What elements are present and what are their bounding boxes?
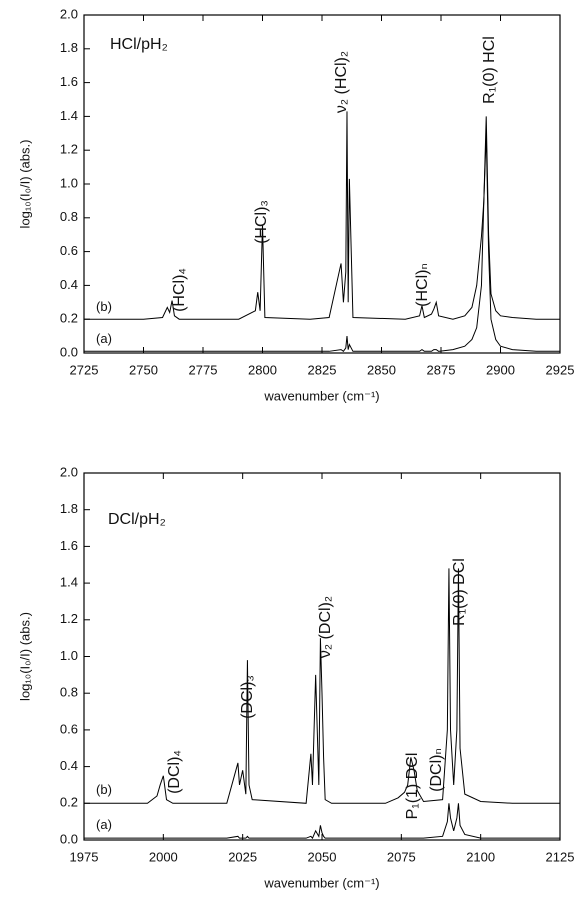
y-tick-label: 0.6 [60,243,78,258]
y-tick-label: 1.2 [60,611,78,626]
y-tick-label: 1.8 [60,40,78,55]
x-tick-label: 2050 [308,849,337,864]
y-tick-label: 0.0 [60,831,78,846]
x-tick-label: 2100 [466,849,495,864]
peak-annotation: (DCl)ₙ [428,748,445,792]
trace-label: (a) [96,331,112,346]
panel-title: HCl/pH₂ [110,36,168,53]
y-tick-label: 1.6 [60,538,78,553]
trace-label: (b) [96,299,112,314]
x-tick-label: 2925 [546,362,575,377]
spectrum-line [84,803,560,840]
x-tick-label: 2750 [129,362,158,377]
x-tick-label: 2850 [367,362,396,377]
x-tick-label: 2025 [228,849,257,864]
peak-annotation: R₁(0) HCl [481,36,498,104]
peak-annotation: P₁(1) DCl [404,753,421,820]
peak-annotation: (HCl)₄ [171,268,188,312]
x-tick-label: 2775 [189,362,218,377]
x-tick-label: 2000 [149,849,178,864]
peak-annotation: (HCl)ₙ [414,263,431,307]
trace-label: (b) [96,782,112,797]
x-tick-label: 1975 [70,849,99,864]
y-tick-label: 0.4 [60,277,78,292]
y-tick-label: 0.2 [60,311,78,326]
x-tick-label: 2125 [546,849,575,864]
peak-annotation: ν₂ (HCl)₂ [333,51,350,113]
spectrum-line [84,133,560,353]
x-tick-label: 2800 [248,362,277,377]
y-axis-label: log₁₀(I₀/I) (abs.) [17,612,32,701]
y-tick-label: 1.0 [60,175,78,190]
x-tick-label: 2900 [486,362,515,377]
peak-annotation: (HCl)₃ [253,200,270,244]
y-tick-label: 1.4 [60,575,78,590]
y-tick-label: 1.8 [60,501,78,516]
y-tick-label: 0.8 [60,209,78,224]
y-tick-label: 0.2 [60,795,78,810]
peak-annotation: R₁(0) DCl [451,558,468,626]
x-tick-label: 2825 [308,362,337,377]
x-tick-label: 2075 [387,849,416,864]
peak-annotation: (DCl)₄ [166,750,183,794]
x-axis-label: wavenumber (cm⁻¹) [263,875,379,890]
x-axis-label: wavenumber (cm⁻¹) [263,388,379,403]
trace-label: (a) [96,817,112,832]
y-tick-label: 1.0 [60,648,78,663]
y-tick-label: 0.0 [60,344,78,359]
y-tick-label: 1.2 [60,142,78,157]
y-tick-label: 0.8 [60,685,78,700]
y-tick-label: 0.4 [60,758,78,773]
spectrum-line [84,568,560,804]
y-tick-label: 1.4 [60,108,78,123]
y-tick-label: 2.0 [60,464,78,479]
spectrum-line [84,111,560,320]
peak-annotation: (DCl)₃ [239,675,256,719]
x-tick-label: 2725 [70,362,99,377]
y-tick-label: 1.6 [60,74,78,89]
panel-title: DCl/pH₂ [108,511,166,528]
y-tick-label: 2.0 [60,6,78,21]
y-axis-label: log₁₀(I₀/I) (abs.) [17,140,32,229]
x-tick-label: 2875 [427,362,456,377]
y-tick-label: 0.6 [60,721,78,736]
peak-annotation: ν₂ (DCl)₂ [317,596,334,658]
